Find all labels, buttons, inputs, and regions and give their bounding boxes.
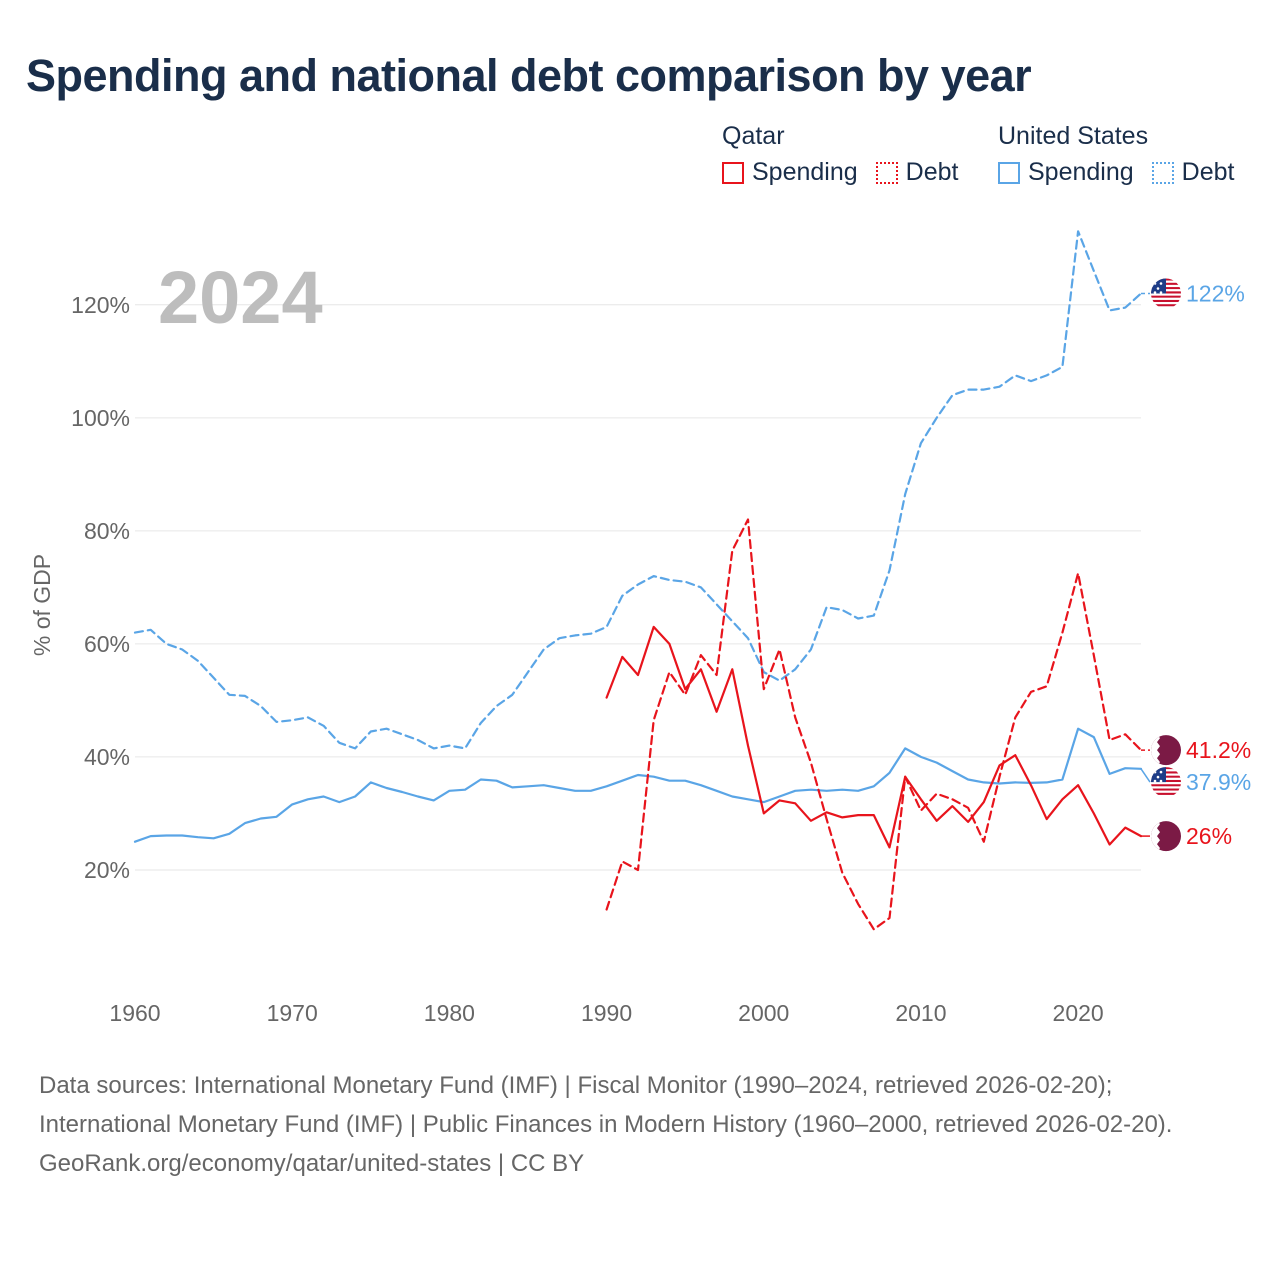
legend-group-united-states: United States Spending Debt	[998, 122, 1234, 187]
flag-body	[1151, 821, 1181, 852]
x-axis-ticks: 1960 1970 1980 1990 2000 2010 2020	[109, 1000, 1103, 1026]
end-label: 37.9%	[1186, 769, 1251, 795]
y-axis-label: % of GDP	[29, 554, 55, 656]
flag-stripe	[1151, 304, 1181, 307]
line-chart: 2024 20%40%60%80%100%120% 1960 1970 1980 19…	[29, 230, 1251, 1026]
flag-stripe	[1151, 302, 1181, 305]
qatar-flag-icon	[1151, 735, 1181, 766]
legend-swatch-dotted	[875, 161, 898, 184]
flag-stripe	[1151, 299, 1181, 303]
legend-label: Debt	[1181, 158, 1235, 186]
legend-label: Spending	[1028, 158, 1134, 186]
qatar-flag-icon	[1151, 821, 1181, 852]
y-tick-label: 40%	[84, 744, 130, 770]
flag-stripe	[1151, 790, 1181, 793]
flag-stripe	[1151, 293, 1181, 296]
legend-swatch-solid	[998, 161, 1020, 184]
flag-stripe	[1151, 794, 1181, 798]
end-label: 26%	[1186, 823, 1232, 849]
flag-star	[1153, 770, 1157, 774]
y-tick-label: 80%	[84, 518, 130, 544]
series-line-united-states-debt	[133, 230, 1143, 750]
flag-stripe	[1151, 306, 1181, 309]
flag-body	[1151, 735, 1181, 766]
flag-stripe	[1151, 782, 1181, 785]
y-axis-ticks: 20% 40% 60% 80% 100% 120%	[71, 292, 130, 883]
x-tick-label: 1960	[109, 1000, 160, 1026]
legend-label: Debt	[905, 158, 959, 186]
credit-link[interactable]: GeoRank.org/economy/qatar/united-states …	[39, 1150, 585, 1177]
flag-canton	[1151, 767, 1166, 783]
legend-group-name: United States	[998, 122, 1149, 150]
legend-item-us-spending[interactable]: Spending	[998, 158, 1134, 187]
legend-item-qatar-debt[interactable]: Debt	[875, 158, 959, 187]
flag-body	[1151, 767, 1181, 798]
legend-label: Spending	[752, 158, 858, 186]
flag-star	[1159, 282, 1163, 285]
chart-title: Spending and national debt comparison by…	[26, 50, 1032, 101]
legend-swatch-solid	[722, 161, 744, 184]
year-watermark: 2024	[158, 256, 323, 339]
series-layer	[133, 230, 1151, 931]
us-flag-icon	[1151, 767, 1181, 798]
x-tick-label: 2000	[738, 1000, 789, 1026]
flag-stripe	[1151, 295, 1181, 298]
x-tick-label: 1990	[581, 1000, 632, 1026]
flag-star	[1156, 775, 1160, 779]
flag-stripe	[1151, 297, 1181, 300]
end-labels: 122% 37.9% 41.2% 26%	[1151, 278, 1251, 852]
x-tick-label: 1980	[424, 1000, 475, 1026]
flag-body	[1151, 278, 1181, 309]
series-line-qatar-spending	[605, 625, 1143, 849]
flag-star	[1153, 291, 1157, 294]
end-label: 41.2%	[1186, 737, 1251, 763]
flag-star	[1159, 291, 1163, 294]
y-tick-label: 60%	[84, 631, 130, 657]
flag-star	[1153, 779, 1157, 783]
legend-item-qatar-spending[interactable]: Spending	[722, 158, 858, 187]
flag-stripe	[1151, 788, 1181, 791]
x-tick-label: 2020	[1053, 1000, 1104, 1026]
series-line-united-states-spending	[133, 727, 1143, 843]
series-line-qatar-debt	[605, 518, 1143, 931]
y-tick-label: 120%	[71, 292, 130, 318]
footer: Data sources: International Monetary Fun…	[39, 1066, 1239, 1183]
flag-star	[1156, 287, 1160, 290]
us-flag-icon	[1151, 278, 1181, 309]
y-tick-label: 100%	[71, 405, 130, 431]
legend-group-name: Qatar	[722, 122, 785, 150]
flag-stripe	[1151, 786, 1181, 789]
x-tick-label: 1970	[267, 1000, 318, 1026]
flag-star	[1159, 770, 1163, 774]
flag-star	[1153, 282, 1157, 285]
legend-swatch-dotted	[1151, 161, 1174, 184]
legend-group-qatar: Qatar Spending Debt	[722, 122, 976, 187]
flag-canton	[1151, 278, 1166, 294]
flag-star	[1159, 779, 1163, 783]
end-connector	[1140, 768, 1151, 783]
legend-item-us-debt[interactable]: Debt	[1151, 158, 1235, 187]
y-tick-label: 20%	[84, 857, 130, 883]
flag-stripe	[1151, 784, 1181, 787]
end-label: 122%	[1186, 280, 1245, 306]
flag-stripe	[1151, 792, 1181, 795]
data-sources: Data sources: International Monetary Fun…	[39, 1072, 1173, 1138]
x-tick-label: 2010	[895, 1000, 946, 1026]
